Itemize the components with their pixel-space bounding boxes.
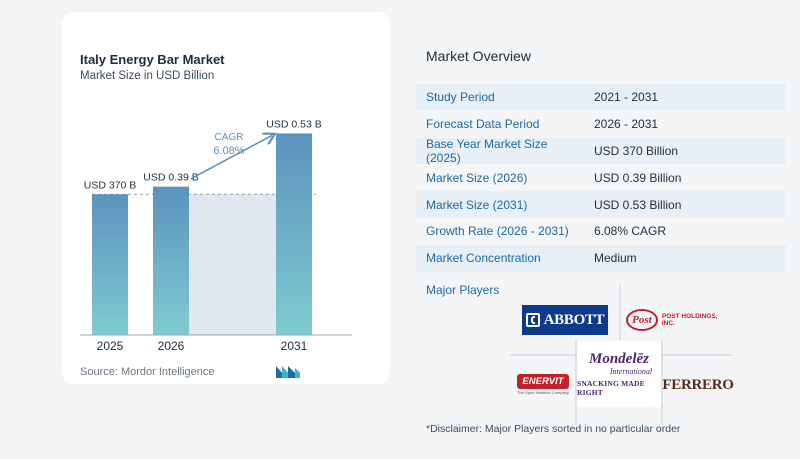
overview-row-value: USD 370 Billion (594, 143, 679, 158)
ferrero-text: FERRERO (662, 376, 734, 393)
overview-row-label: Growth Rate (2026 - 2031) (426, 224, 569, 239)
bar-2026 (153, 186, 189, 335)
overview-row-label: Market Concentration (426, 251, 541, 266)
overview-row-label: Market Size (2026) (426, 170, 528, 185)
overview-row-value: USD 0.39 Billion (594, 170, 682, 185)
players-logo-grid: ABBOTT Post POST HOLDINGS, INC. Mondelēz… (510, 285, 734, 425)
overview-row: Market Size (2031) USD 0.53 Billion (416, 191, 786, 218)
enervit-tag: The Sport Nutrition Company (517, 389, 569, 395)
bar-2031 (276, 133, 312, 335)
enervit-logo: ENERVIT The Sport Nutrition Company (514, 371, 572, 397)
post-holdings-logo: Post POST HOLDINGS, INC. (626, 305, 732, 335)
mondelez-sub: International (609, 366, 653, 376)
overview-row-value: 6.08% CAGR (594, 224, 667, 239)
overview-row-label: Study Period (426, 90, 495, 105)
chart-card: Italy Energy Bar Market Market Size in U… (62, 12, 390, 384)
chart-subtitle: Market Size in USD Billion (80, 70, 215, 82)
chart-title: Italy Energy Bar Market (80, 52, 225, 67)
source-text: Source: Mordor Intelligence (80, 366, 215, 378)
x-tick-2031: 2031 (281, 339, 308, 353)
overview-row-label: Market Size (2031) (426, 197, 528, 212)
data-label-2031: USD 0.53 B (266, 118, 321, 130)
overview-table: Study Period 2021 - 2031 Forecast Data Per… (416, 84, 786, 272)
abbott-a-icon (525, 313, 540, 327)
overview-row-value: Medium (594, 251, 637, 266)
overview-row-label: Forecast Data Period (426, 117, 540, 132)
data-label-2026: USD 0.39 B (143, 172, 198, 184)
overview-title: Market Overview (426, 48, 532, 64)
overview-row: Forecast Data Period 2026 - 2031 (416, 111, 786, 138)
enervit-text: ENERVIT (517, 373, 569, 389)
abbott-logo: ABBOTT (522, 305, 608, 335)
overview-row-value: USD 0.53 Billion (594, 197, 682, 212)
overview-row-value: 2021 - 2031 (594, 90, 659, 105)
major-players-label: Major Players (426, 283, 500, 297)
overview-row-label: Base Year Market Size (2025) (426, 137, 548, 165)
post-text: POST HOLDINGS, INC. (661, 313, 718, 327)
overview-row: Study Period 2021 - 2031 (416, 84, 786, 111)
mordor-logo-icon (276, 366, 300, 378)
cagr-arrow-icon (190, 135, 272, 180)
disclaimer-text: *Disclaimer: Major Players sorted in no … (426, 423, 681, 435)
mondelez-tag: SNACKING MADE RIGHT (577, 378, 645, 397)
post-script: Post (626, 309, 658, 331)
ferrero-logo: FERRERO (662, 373, 734, 397)
cagr-label: CAGR (215, 132, 244, 143)
overview-row: Growth Rate (2026 - 2031) 6.08% CAGR (416, 218, 786, 245)
overview-row: Market Size (2026) USD 0.39 Billion (416, 164, 786, 191)
data-label-2025: USD 370 B (84, 179, 137, 191)
x-tick-2025: 2025 (97, 339, 124, 353)
abbott-text: ABBOTT (543, 311, 605, 328)
bar-2025 (92, 194, 128, 335)
mondelez-text: Mondelēz (589, 350, 649, 367)
overview-row-value: 2026 - 2031 (594, 117, 659, 132)
overview-row: Market Concentration Medium (416, 244, 786, 272)
overview-row: Base Year Market Size (2025) USD 370 Bill… (416, 137, 786, 165)
growth-area (189, 194, 276, 335)
cagr-value: 6.08% (213, 145, 244, 157)
x-tick-2026: 2026 (158, 339, 185, 353)
bar-chart: USD 370 B 2025 USD 0.39 B 2026 USD 0.53 B 203… (80, 118, 352, 353)
mondelez-logo: Mondelēz International SNACKING MADE RIG… (577, 341, 661, 407)
